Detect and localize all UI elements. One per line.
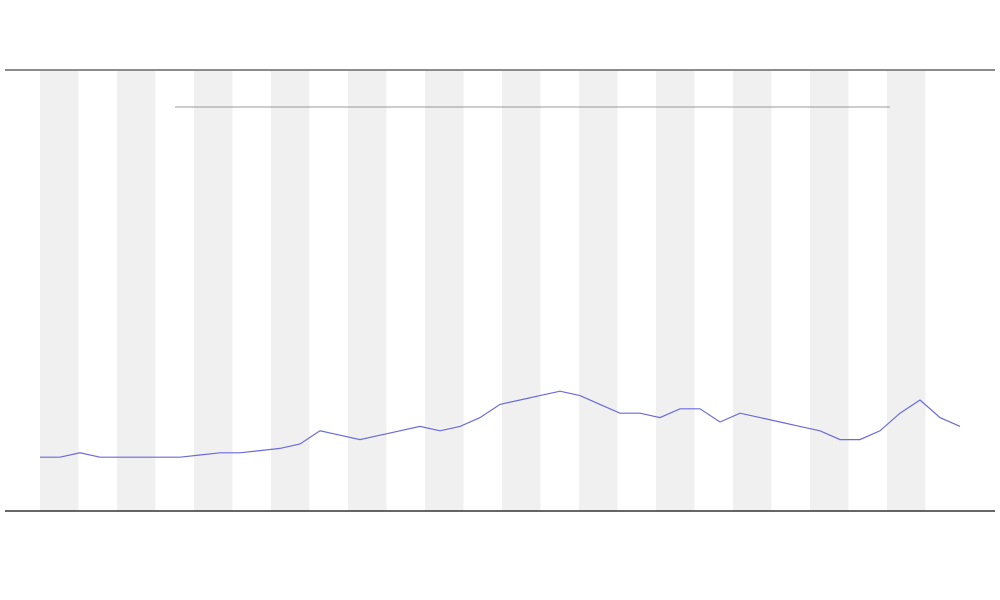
band [579,71,618,511]
band [656,71,695,511]
band [271,71,310,511]
band [425,71,464,511]
band [502,71,541,511]
band [348,71,387,511]
background-bands [40,71,926,511]
band [117,71,156,511]
band [733,71,772,511]
band [810,71,849,511]
series-line [40,390,961,458]
band [40,71,79,511]
band [194,71,233,511]
band [887,71,926,511]
